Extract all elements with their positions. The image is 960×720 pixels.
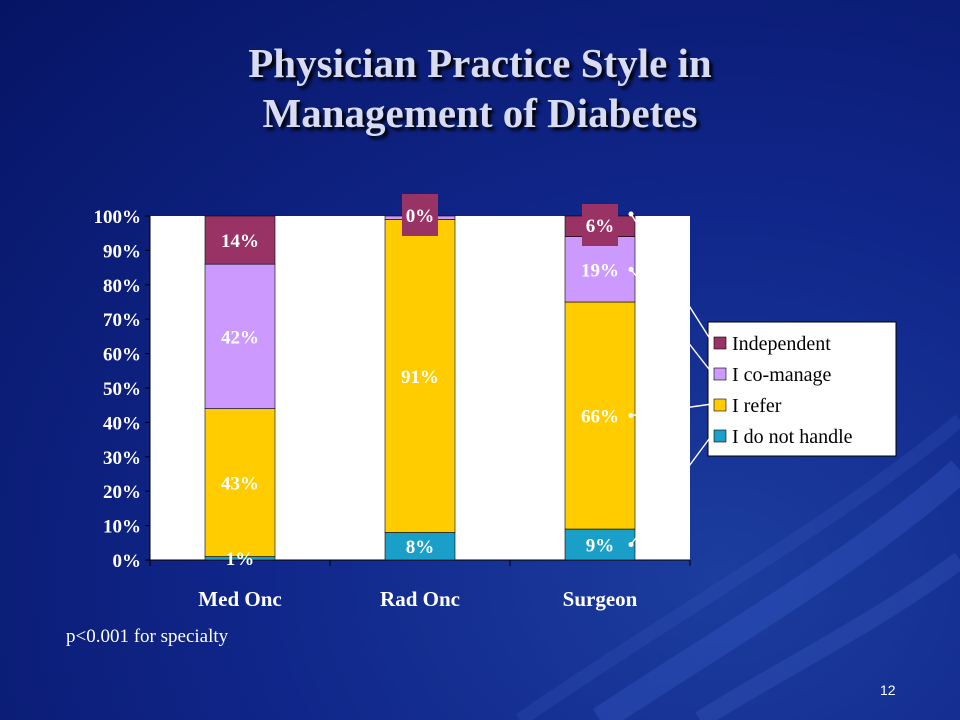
y-tick-label: 0% [113, 551, 142, 572]
slide-title: Physician Practice Style in Management o… [0, 38, 960, 138]
data-label: 42% [221, 327, 259, 348]
bar-segment [564, 236, 636, 303]
data-label: 0% [406, 206, 435, 227]
legend-leader-line [630, 403, 713, 417]
data-label: 19% [581, 260, 619, 281]
bar-segment [384, 532, 456, 561]
legend-leader-arrowhead [628, 413, 634, 419]
data-label: 8% [406, 537, 435, 558]
data-label: 1% [226, 549, 255, 570]
legend-label: Independent [732, 333, 831, 355]
legend-leader-line [630, 213, 713, 343]
bar-segment [564, 528, 636, 561]
legend-label: I refer [732, 395, 782, 417]
y-tick-label: 50% [103, 379, 141, 400]
legend-label: I co-manage [732, 364, 832, 386]
y-tick-label: 30% [103, 448, 141, 469]
legend-swatch [713, 336, 727, 350]
y-tick-label: 70% [103, 310, 141, 331]
title-line-1: Physician Practice Style in [248, 40, 712, 86]
y-tick-label: 60% [103, 345, 141, 366]
y-tick-label: 80% [103, 276, 141, 297]
x-tick-label: Rad Onc [380, 587, 460, 611]
data-label: 43% [221, 474, 259, 495]
data-label: 14% [221, 231, 259, 252]
legend-box [707, 321, 897, 457]
significance-note: p<0.001 for specialty [66, 626, 229, 647]
y-tick-label: 10% [103, 517, 141, 538]
data-label-box [582, 204, 618, 246]
legend-leader-line [630, 434, 713, 545]
legend-swatch [713, 367, 727, 381]
data-label: 91% [401, 367, 439, 388]
title-line-2: Management of Diabetes [262, 90, 698, 136]
y-tick-label: 40% [103, 413, 141, 434]
legend-swatch [713, 429, 727, 443]
data-label-box [402, 194, 438, 236]
data-label: 66% [581, 407, 619, 428]
x-tick-label: Surgeon [563, 587, 638, 611]
y-tick-label: 20% [103, 482, 141, 503]
legend-label: I do not handle [732, 426, 853, 448]
data-label: 9% [586, 536, 615, 557]
y-tick-label: 100% [94, 207, 142, 228]
legend-leader-arrowhead [628, 266, 634, 272]
x-tick-label: Med Onc [198, 587, 281, 611]
legend-leader-arrowhead [628, 542, 634, 548]
legend-leader-line [630, 268, 713, 374]
bar-segment [204, 408, 276, 557]
data-label: 6% [586, 216, 615, 237]
slide-number: 12 [880, 682, 896, 698]
legend-swatch [713, 398, 727, 412]
y-tick-label: 90% [103, 241, 141, 262]
bar-segment [384, 219, 456, 533]
bar-segment [564, 301, 636, 530]
bar-segment [204, 215, 276, 265]
legend-leader-arrowhead [628, 211, 634, 217]
